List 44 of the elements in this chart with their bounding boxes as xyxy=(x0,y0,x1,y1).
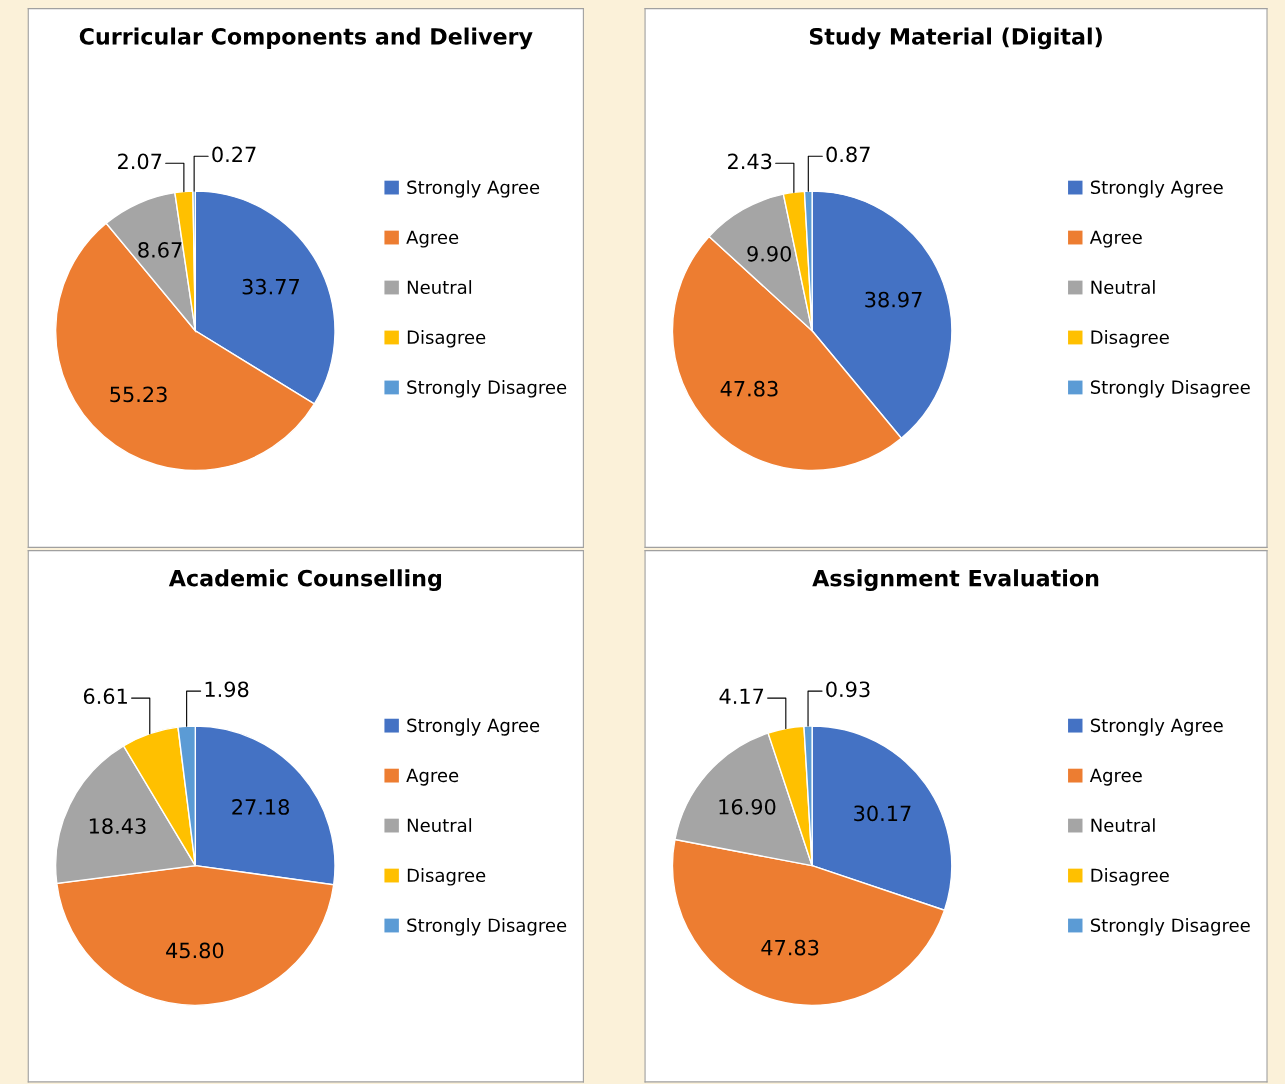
legend-label: Strongly Disagree xyxy=(1090,918,1250,936)
legend-label: Strongly Disagree xyxy=(1090,380,1250,398)
chart-title: Study Material (Digital) xyxy=(809,27,1102,50)
legend-label: Strongly Agree xyxy=(407,718,540,736)
legend-label: Agree xyxy=(1089,230,1142,248)
data-label: 0.93 xyxy=(826,681,870,698)
legend-label: Neutral xyxy=(407,280,472,295)
legend-label: Agree xyxy=(1089,768,1142,786)
legend-label: Strongly Agree xyxy=(1090,718,1223,736)
data-label: 30.17 xyxy=(854,805,911,822)
legend-label: Strongly Agree xyxy=(1090,180,1223,198)
legend-label: Neutral xyxy=(407,818,472,833)
legend-label: Strongly Disagree xyxy=(407,380,567,398)
data-label: 2.43 xyxy=(728,153,772,170)
chart-title: Assignment Evaluation xyxy=(812,569,1099,591)
data-label: 38.97 xyxy=(865,291,922,308)
chart-title: Curricular Components and Delivery xyxy=(79,27,533,50)
legend-label: Disagree xyxy=(1091,868,1169,886)
data-label: 1.98 xyxy=(205,681,249,698)
data-label: 47.83 xyxy=(761,939,819,956)
data-label: 55.23 xyxy=(110,386,167,403)
data-label: 4.17 xyxy=(719,688,764,704)
data-label: 45.80 xyxy=(166,942,224,959)
legend-label: Agree xyxy=(406,768,459,786)
data-label: 0.27 xyxy=(212,146,256,163)
legend-label: Agree xyxy=(406,230,459,248)
data-label: 8.67 xyxy=(138,242,182,258)
legend-label: Disagree xyxy=(407,868,486,886)
data-label: 18.43 xyxy=(89,818,146,834)
data-label: 47.83 xyxy=(720,380,778,397)
legend-label: Strongly Disagree xyxy=(407,918,567,936)
data-label: 0.87 xyxy=(826,146,870,163)
legend-label: Strongly Agree xyxy=(407,180,540,198)
legend-label: Neutral xyxy=(1091,280,1155,295)
data-label: 2.07 xyxy=(118,153,162,170)
data-label: 16.90 xyxy=(719,798,776,815)
legend-label: Neutral xyxy=(1091,818,1155,833)
data-label: 9.90 xyxy=(747,245,792,262)
data-label: 33.77 xyxy=(242,278,299,295)
legend-label: Disagree xyxy=(1091,330,1169,348)
chart-title: Academic Counselling xyxy=(168,569,442,591)
data-label: 27.18 xyxy=(232,799,289,815)
data-label: 6.61 xyxy=(83,688,127,705)
legend-label: Disagree xyxy=(407,330,486,348)
